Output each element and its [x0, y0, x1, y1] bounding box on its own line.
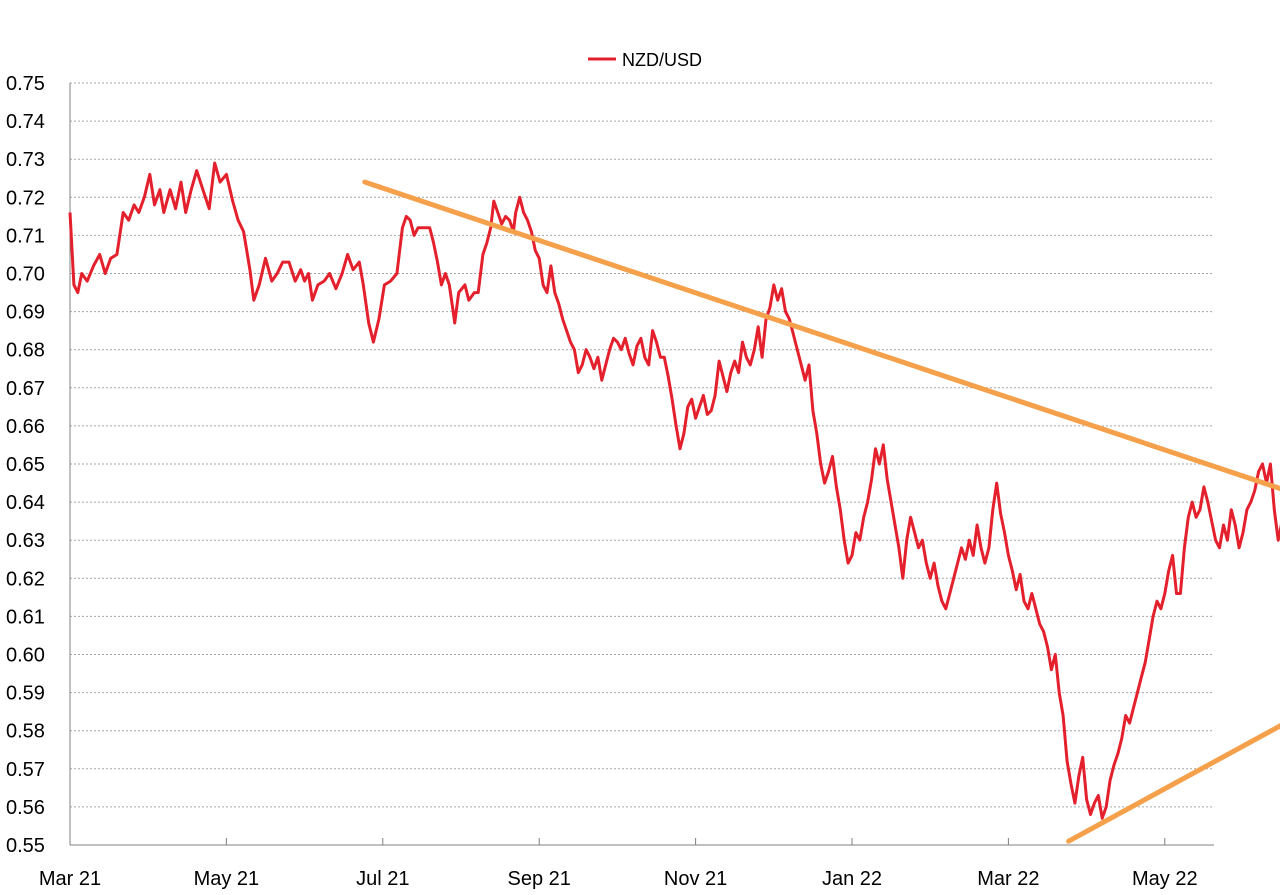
x-axis-tick-labels: Mar 21 May 21 Jul 21 Sep 21 Nov 21 Jan 22 Mar …	[39, 868, 1198, 890]
y-tick-label-0.64: 0.64	[6, 492, 45, 514]
y-tick-label-0.69: 0.69	[6, 302, 45, 324]
trendline-0	[362, 179, 1280, 492]
y-tick-label-0.57: 0.57	[6, 759, 45, 781]
series-line-0	[68, 161, 1280, 820]
x-tick-label-2: Jul 21	[356, 868, 409, 890]
y-tick-label-0.62: 0.62	[6, 568, 45, 590]
axes	[69, 83, 1214, 846]
y-tick-label-0.67: 0.67	[6, 378, 45, 400]
y-tick-label-0.72: 0.72	[6, 187, 45, 209]
y-tick-label-0.58: 0.58	[6, 721, 45, 743]
x-tick-label-5: Jan 22	[822, 868, 882, 890]
y-tick-label-0.74: 0.74	[6, 111, 45, 133]
gridlines	[70, 82, 1214, 808]
series-layer	[68, 161, 1280, 820]
x-tick-label-4: Nov 21	[664, 868, 727, 890]
y-axis-tick-labels: 0.55 0.56 0.57 0.58 0.59 0.60 0.61 0.62 0.63 0.64…	[6, 73, 45, 857]
y-tick-label-0.55: 0.55	[6, 835, 45, 857]
y-tick-label-0.56: 0.56	[6, 797, 45, 819]
x-tick-label-3: Sep 21	[508, 868, 571, 890]
y-tick-label-0.71: 0.71	[6, 225, 45, 247]
y-tick-label-0.61: 0.61	[6, 606, 45, 628]
x-tick-label-0: Mar 21	[39, 868, 101, 890]
x-tick-label-7: May 22	[1132, 868, 1198, 890]
x-tick-label-1: May 21	[194, 868, 260, 890]
annotations-layer	[362, 179, 1280, 844]
y-tick-label-0.66: 0.66	[6, 416, 45, 438]
y-tick-label-0.73: 0.73	[6, 149, 45, 171]
y-tick-label-0.70: 0.70	[6, 264, 45, 286]
y-tick-label-0.75: 0.75	[6, 73, 45, 95]
y-tick-label-0.59: 0.59	[6, 683, 45, 705]
y-tick-label-0.60: 0.60	[6, 645, 45, 667]
trendline-1	[1066, 723, 1280, 844]
x-tick-label-6: Mar 22	[977, 868, 1039, 890]
y-tick-label-0.65: 0.65	[6, 454, 45, 476]
legend: NZD/USD	[588, 50, 702, 70]
y-tick-label-0.63: 0.63	[6, 530, 45, 552]
y-tick-label-0.68: 0.68	[6, 340, 45, 362]
legend-label-nzd-usd: NZD/USD	[622, 50, 702, 70]
